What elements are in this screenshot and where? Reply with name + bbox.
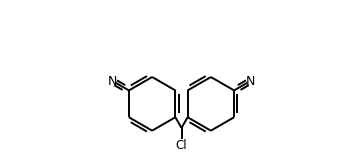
Text: N: N: [246, 75, 255, 88]
Text: N: N: [108, 75, 117, 88]
Text: Cl: Cl: [176, 139, 187, 152]
